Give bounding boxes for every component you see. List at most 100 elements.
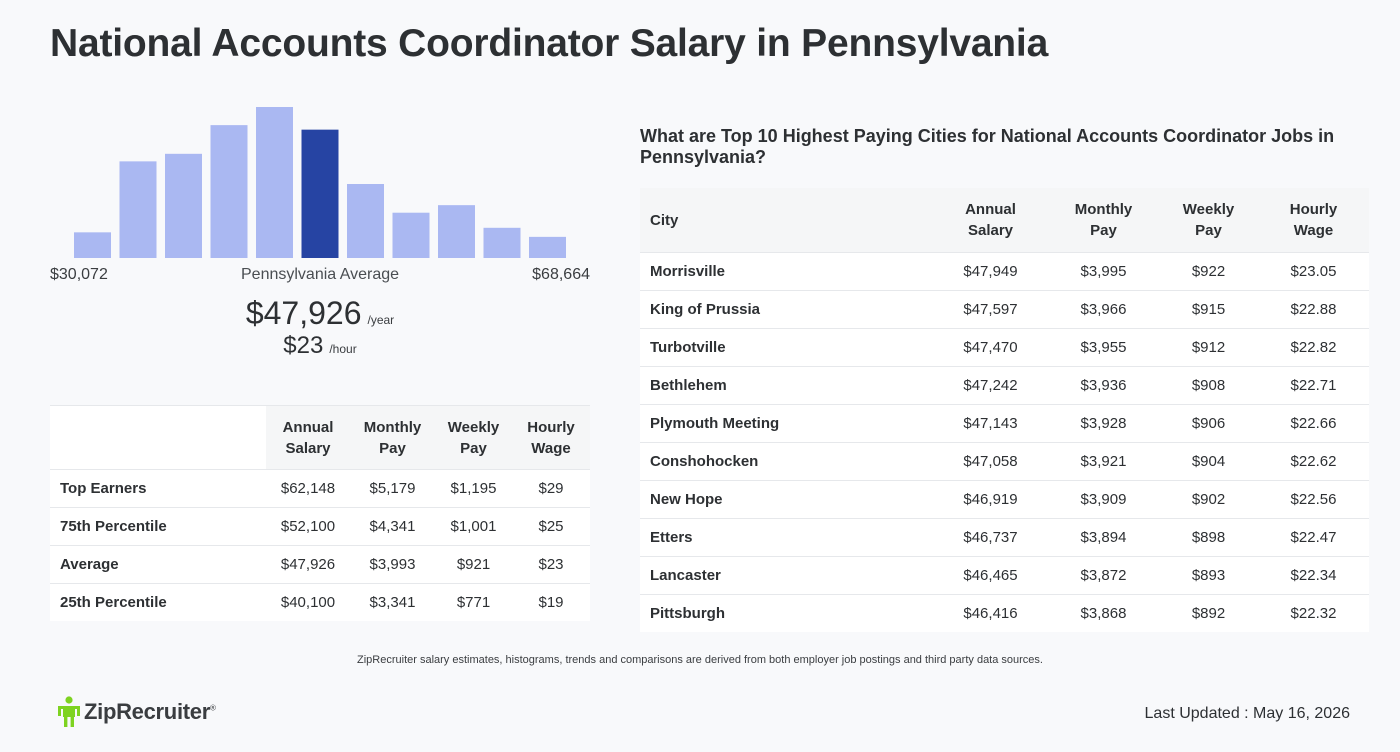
row-label: 75th Percentile [50, 507, 266, 546]
hourly-wage: $22.62 [1258, 442, 1369, 481]
histogram-bar [438, 205, 475, 258]
weekly-pay: $921 [435, 545, 512, 584]
weekly-pay: $771 [435, 583, 512, 621]
header-weekly-pay: Weekly Pay [1159, 188, 1258, 253]
histogram-average-label: Pennsylvania Average [241, 266, 400, 283]
row-label: 25th Percentile [50, 583, 266, 621]
table-row: Turbotville $47,470 $3,955 $912 $22.82 [640, 328, 1369, 367]
annual-salary: $47,470 [933, 328, 1048, 367]
top-cities-heading: What are Top 10 Highest Paying Cities fo… [640, 126, 1335, 167]
histogram-bar [256, 107, 293, 258]
average-yearly-unit: /year [367, 313, 395, 327]
cities-table-header: City Annual Salary Monthly Pay Weekly Pay H… [640, 188, 1369, 253]
table-row: Plymouth Meeting $47,143 $3,928 $906 $22… [640, 404, 1369, 443]
annual-salary: $52,100 [266, 507, 350, 546]
annual-salary: $47,242 [933, 366, 1048, 405]
hourly-wage: $23.05 [1258, 252, 1369, 291]
annual-salary: $46,919 [933, 480, 1048, 519]
percentile-table: Annual Salary Monthly Pay Weekly Pay Hourly… [50, 405, 590, 621]
table-row: Top Earners $62,148 $5,179 $1,195 $29 [50, 469, 590, 508]
header-monthly-pay: Monthly Pay [1048, 188, 1159, 253]
city-name: Conshohocken [640, 442, 933, 481]
city-name: New Hope [640, 480, 933, 519]
weekly-pay: $915 [1159, 290, 1258, 329]
weekly-pay: $892 [1159, 594, 1258, 632]
header-monthly-pay: Monthly Pay [350, 405, 435, 470]
histogram-bar [119, 161, 157, 258]
last-updated: Last Updated : May 16, 2026 [1144, 705, 1350, 722]
histogram-bar [347, 184, 384, 258]
weekly-pay: $902 [1159, 480, 1258, 519]
monthly-pay: $3,993 [350, 545, 435, 584]
histogram-bar [529, 236, 566, 258]
header-hourly-wage: Hourly Wage [1258, 188, 1369, 253]
city-name: Pittsburgh [640, 594, 933, 632]
annual-salary: $46,465 [933, 556, 1048, 595]
monthly-pay: $3,868 [1048, 594, 1159, 632]
table-row: King of Prussia $47,597 $3,966 $915 $22.… [640, 290, 1369, 329]
average-yearly-value: $47,926 [245, 295, 362, 331]
annual-salary: $40,100 [266, 583, 350, 621]
hourly-wage: $22.88 [1258, 290, 1369, 329]
data-source-disclaimer: ZipRecruiter salary estimates, histogram… [357, 654, 1043, 666]
histogram-bar [165, 153, 202, 258]
table-row: Pittsburgh $46,416 $3,868 $892 $22.32 [640, 594, 1369, 632]
weekly-pay: $922 [1159, 252, 1258, 291]
city-name: King of Prussia [640, 290, 933, 329]
histogram-bar [210, 125, 248, 259]
city-name: Etters [640, 518, 933, 557]
average-yearly: $47,926/year [0, 295, 640, 332]
monthly-pay: $3,872 [1048, 556, 1159, 595]
ziprecruiter-wordmark: ZipRecruiter® [84, 699, 216, 724]
annual-salary: $47,058 [933, 442, 1048, 481]
monthly-pay: $3,995 [1048, 252, 1159, 291]
hourly-wage: $22.71 [1258, 366, 1369, 405]
histogram-max-label: $68,664 [532, 266, 590, 283]
city-name: Bethlehem [640, 366, 933, 405]
header-city: City [640, 188, 933, 253]
hourly-wage: $22.56 [1258, 480, 1369, 519]
hourly-wage: $22.47 [1258, 518, 1369, 557]
monthly-pay: $3,966 [1048, 290, 1159, 329]
salary-histogram [50, 100, 590, 260]
hourly-wage: $25 [512, 507, 590, 546]
monthly-pay: $3,894 [1048, 518, 1159, 557]
city-name: Turbotville [640, 328, 933, 367]
annual-salary: $46,416 [933, 594, 1048, 632]
hourly-wage: $23 [512, 545, 590, 584]
row-label: Top Earners [50, 469, 266, 508]
weekly-pay: $893 [1159, 556, 1258, 595]
annual-salary: $47,143 [933, 404, 1048, 443]
monthly-pay: $3,341 [350, 583, 435, 621]
histogram-bar [74, 232, 111, 258]
weekly-pay: $1,195 [435, 469, 512, 508]
average-hourly: $23/hour [0, 332, 640, 360]
weekly-pay: $904 [1159, 442, 1258, 481]
table-row: Etters $46,737 $3,894 $898 $22.47 [640, 518, 1369, 557]
histogram-bar [483, 227, 521, 258]
annual-salary: $62,148 [266, 469, 350, 508]
table-row: Bethlehem $47,242 $3,936 $908 $22.71 [640, 366, 1369, 405]
annual-salary: $47,949 [933, 252, 1048, 291]
table-row: Morrisville $47,949 $3,995 $922 $23.05 [640, 252, 1369, 291]
histogram-bar-average [301, 129, 339, 258]
percentile-table-header: Annual Salary Monthly Pay Weekly Pay Hourly… [50, 405, 590, 470]
page-title: National Accounts Coordinator Salary in … [50, 22, 1049, 65]
hourly-wage: $19 [512, 583, 590, 621]
ziprecruiter-logo[interactable]: ZipRecruiter® [58, 696, 216, 728]
monthly-pay: $4,341 [350, 507, 435, 546]
weekly-pay: $912 [1159, 328, 1258, 367]
monthly-pay: $3,936 [1048, 366, 1159, 405]
table-row: New Hope $46,919 $3,909 $902 $22.56 [640, 480, 1369, 519]
annual-salary: $46,737 [933, 518, 1048, 557]
city-name: Morrisville [640, 252, 933, 291]
header-hourly-wage: Hourly Wage [512, 405, 590, 470]
city-name: Lancaster [640, 556, 933, 595]
monthly-pay: $3,909 [1048, 480, 1159, 519]
header-weekly-pay: Weekly Pay [435, 405, 512, 470]
hourly-wage: $22.32 [1258, 594, 1369, 632]
table-row: Average $47,926 $3,993 $921 $23 [50, 545, 590, 584]
monthly-pay: $3,955 [1048, 328, 1159, 367]
weekly-pay: $908 [1159, 366, 1258, 405]
average-hourly-unit: /hour [329, 342, 357, 356]
